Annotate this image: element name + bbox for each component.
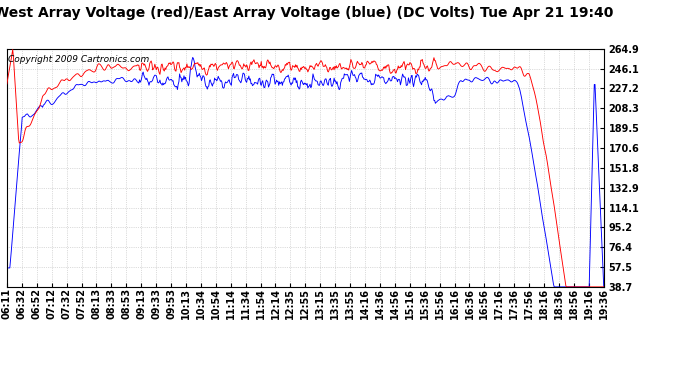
Text: West Array Voltage (red)/East Array Voltage (blue) (DC Volts) Tue Apr 21 19:40: West Array Voltage (red)/East Array Volt… xyxy=(0,6,613,20)
Text: Copyright 2009 Cartronics.com: Copyright 2009 Cartronics.com xyxy=(8,55,149,64)
